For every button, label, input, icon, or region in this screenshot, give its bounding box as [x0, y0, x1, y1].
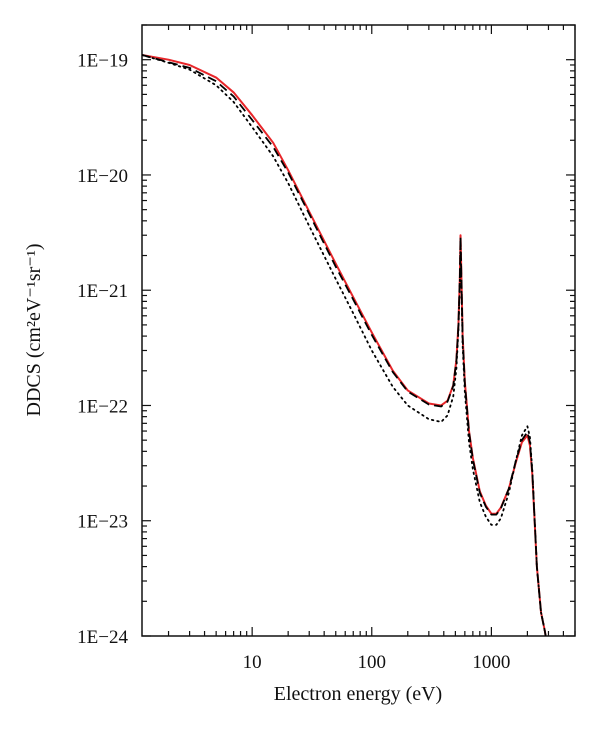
y-tick-label: 1E−24 — [77, 627, 128, 648]
y-tick-label: 1E−19 — [77, 51, 128, 72]
y-tick-label: 1E−21 — [77, 281, 128, 302]
axis-ticks — [142, 24, 576, 637]
x-tick-label: 1000 — [472, 652, 510, 673]
series-line-dotted — [142, 54, 547, 636]
x-tick-label: 10 — [243, 652, 262, 673]
y-tick-label: 1E−20 — [77, 166, 128, 187]
tick-labels: 10 100 1000 1E−19 1E−20 1E−21 1E−22 1E−23 1E−24 — [77, 51, 510, 673]
y-axis-title: DDCS (cm²eV⁻¹sr⁻¹) — [23, 244, 45, 417]
y-tick-label: 1E−23 — [77, 512, 128, 533]
y-tick-label: 1E−22 — [77, 396, 128, 417]
series-lines — [142, 53, 547, 636]
x-tick-label: 100 — [358, 652, 387, 673]
series-line-dashed — [142, 54, 547, 636]
x-axis-title: Electron energy (eV) — [274, 683, 442, 705]
plot-frame — [141, 24, 576, 637]
series-line-solid — [142, 53, 547, 636]
